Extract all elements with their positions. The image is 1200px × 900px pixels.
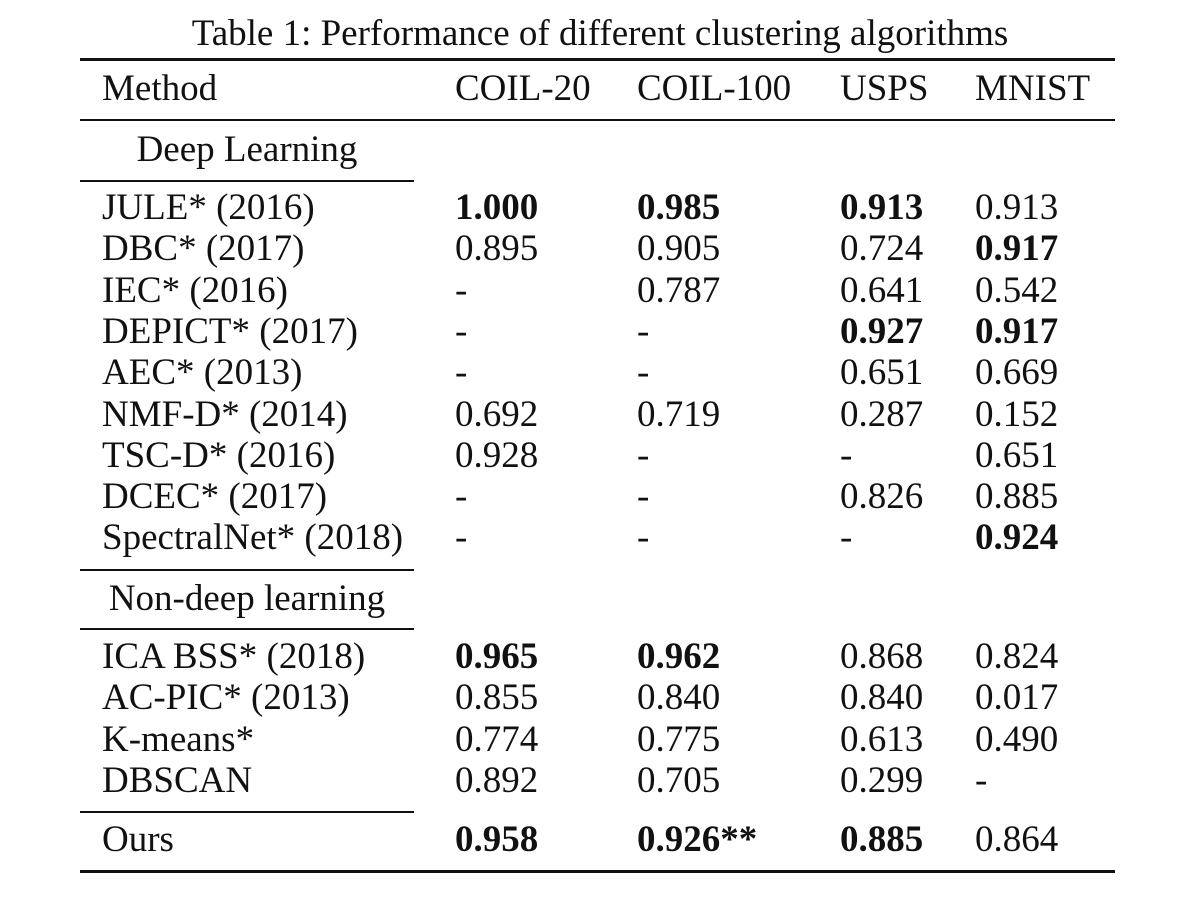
value-cell: - [455, 476, 468, 518]
value-cell: 0.542 [975, 269, 1059, 311]
method-cell: DCEC* (2017) [102, 476, 328, 518]
method-cell: DEPICT* (2017) [102, 310, 358, 352]
method-cell: SpectralNet* (2018) [102, 517, 404, 559]
value-cell: 0.928 [455, 434, 539, 476]
method-cell: DBSCAN [102, 759, 253, 801]
value-cell: 0.905 [637, 228, 721, 270]
value-cell: 0.490 [975, 718, 1059, 760]
value-cell: 0.299 [840, 759, 924, 801]
value-cell: 0.926** [637, 819, 758, 860]
value-cell: - [637, 434, 650, 476]
method-cell: TSC-D* (2016) [102, 434, 336, 476]
column-header: Method [102, 68, 218, 109]
value-cell: 0.885 [840, 819, 924, 860]
value-cell: 0.787 [637, 269, 721, 311]
value-cell: 0.613 [840, 718, 924, 760]
value-cell: 0.826 [840, 476, 924, 518]
value-cell: 0.705 [637, 759, 721, 801]
value-cell: 0.965 [455, 636, 539, 677]
method-cell: K-means* [102, 718, 255, 760]
value-cell: 0.864 [975, 819, 1059, 860]
value-cell: - [455, 310, 468, 352]
method-cell: AC-PIC* (2013) [102, 677, 350, 719]
value-cell: 0.958 [455, 819, 539, 860]
section-title: Non-deep learning [108, 578, 386, 619]
value-cell: 0.917 [975, 310, 1059, 352]
method-cell: IEC* (2016) [102, 269, 288, 311]
value-cell: - [975, 759, 988, 801]
value-cell: - [637, 352, 650, 394]
method-cell: Ours [102, 819, 174, 860]
column-header: MNIST [975, 68, 1091, 109]
value-cell: 0.651 [840, 352, 924, 394]
value-cell: 0.641 [840, 269, 924, 311]
column-header: COIL-100 [637, 68, 792, 109]
value-cell: 0.913 [975, 187, 1059, 228]
value-cell: 0.724 [840, 228, 924, 270]
table-caption: Table 1: Performance of different cluste… [191, 13, 1009, 54]
value-cell: 0.895 [455, 228, 539, 270]
value-cell: 1.000 [455, 187, 539, 228]
section-rule [80, 811, 414, 813]
method-cell: DBC* (2017) [102, 228, 305, 270]
section-rule [80, 180, 414, 182]
method-cell: NMF-D* (2014) [102, 393, 348, 435]
value-cell: - [455, 517, 468, 559]
value-cell: 0.985 [637, 187, 721, 228]
table-rule [80, 119, 1115, 121]
value-cell: - [840, 517, 853, 559]
value-cell: 0.868 [840, 636, 924, 677]
section-rule [80, 628, 414, 630]
value-cell: 0.669 [975, 352, 1059, 394]
value-cell: 0.824 [975, 636, 1059, 677]
value-cell: - [637, 476, 650, 518]
value-cell: 0.840 [637, 677, 721, 719]
value-cell: 0.892 [455, 759, 539, 801]
value-cell: 0.917 [975, 228, 1059, 270]
value-cell: 0.927 [840, 310, 924, 352]
value-cell: 0.885 [975, 476, 1059, 518]
value-cell: - [637, 310, 650, 352]
value-cell: 0.152 [975, 393, 1059, 435]
section-title: Deep Learning [136, 129, 358, 170]
method-cell: JULE* (2016) [102, 187, 315, 228]
value-cell: 0.651 [975, 434, 1059, 476]
value-cell: 0.924 [975, 517, 1059, 559]
value-cell: - [637, 517, 650, 559]
value-cell: 0.692 [455, 393, 539, 435]
value-cell: 0.840 [840, 677, 924, 719]
value-cell: 0.719 [637, 393, 721, 435]
value-cell: - [840, 434, 853, 476]
value-cell: 0.775 [637, 718, 721, 760]
value-cell: 0.287 [840, 393, 924, 435]
method-cell: AEC* (2013) [102, 352, 303, 394]
table-rule [80, 58, 1115, 61]
method-cell: ICA BSS* (2018) [102, 636, 366, 677]
value-cell: 0.017 [975, 677, 1059, 719]
value-cell: 0.774 [455, 718, 539, 760]
section-rule [80, 569, 414, 571]
value-cell: 0.962 [637, 636, 721, 677]
table-rule [80, 870, 1115, 873]
value-cell: - [455, 269, 468, 311]
value-cell: 0.913 [840, 187, 924, 228]
column-header: COIL-20 [455, 68, 591, 109]
column-header: USPS [840, 68, 929, 109]
value-cell: 0.855 [455, 677, 539, 719]
value-cell: - [455, 352, 468, 394]
